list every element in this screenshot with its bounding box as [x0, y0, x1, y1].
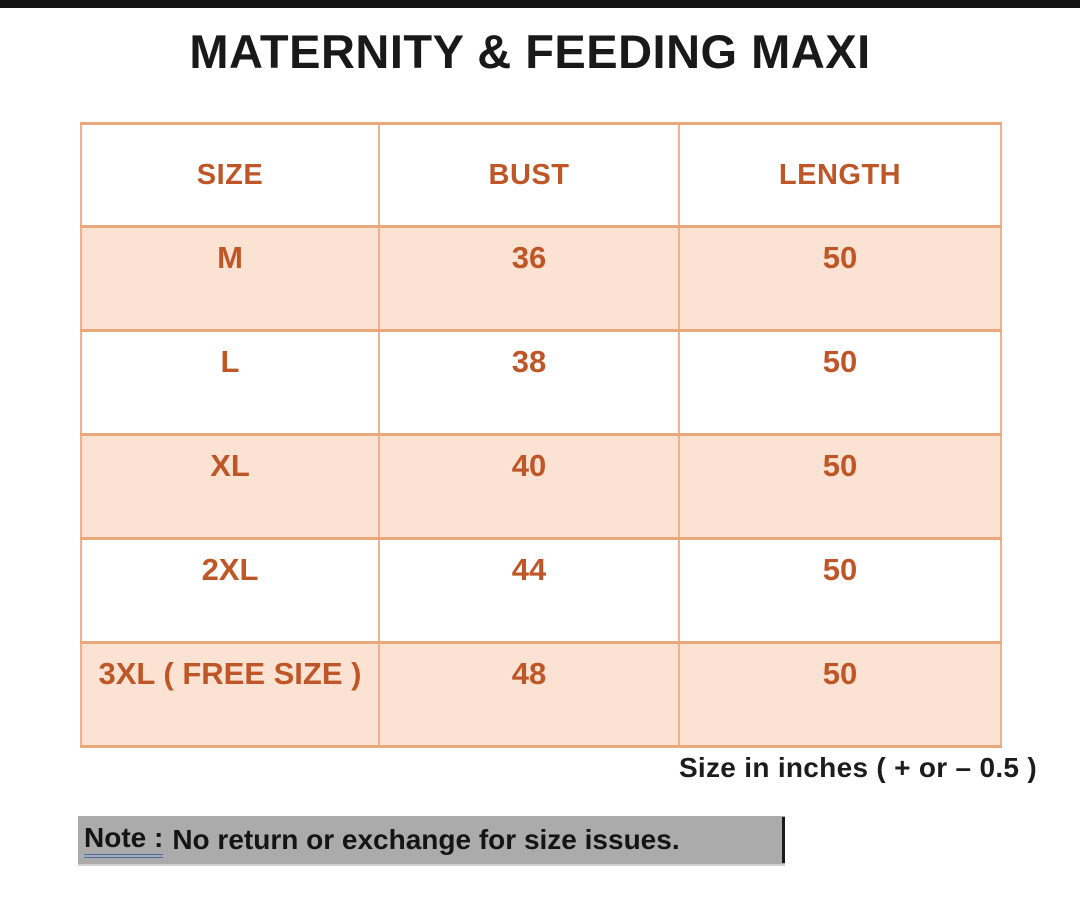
bust-cell: 44 [378, 537, 680, 644]
column-header-length: LENGTH [678, 122, 1002, 228]
length-cell: 50 [678, 537, 1002, 644]
table-header: SIZE BUST LENGTH [80, 122, 1002, 228]
table-body: M 36 50 L 38 50 XL 40 50 2XL 44 50 3XL (… [80, 225, 1002, 748]
size-cell: XL [80, 433, 380, 540]
length-cell: 50 [678, 329, 1002, 436]
column-header-bust: BUST [378, 122, 680, 228]
length-cell: 50 [678, 433, 1002, 540]
bust-cell: 38 [378, 329, 680, 436]
length-cell: 50 [678, 225, 1002, 332]
note-text: No return or exchange for size issues. [172, 824, 680, 855]
column-header-size: SIZE [80, 122, 380, 228]
text-cursor [782, 817, 785, 863]
units-note: Size in inches ( + or – 0.5 ) [678, 752, 1037, 783]
table-row: XL 40 50 [80, 433, 1002, 540]
header-row: SIZE BUST LENGTH [80, 122, 1002, 228]
length-cell: 50 [678, 641, 1002, 748]
size-cell: 2XL [80, 537, 380, 644]
size-cell: L [80, 329, 380, 436]
note-label: Note : [84, 822, 164, 858]
table-row: M 36 50 [80, 225, 1002, 332]
return-policy-note: Note : No return or exchange for size is… [78, 816, 785, 864]
table-row: 3XL ( FREE SIZE ) 48 50 [80, 641, 1002, 748]
table-row: L 38 50 [80, 329, 1002, 436]
size-chart-table: SIZE BUST LENGTH M 36 50 L 38 50 XL 40 5… [80, 122, 1002, 748]
size-cell: M [80, 225, 380, 332]
size-cell: 3XL ( FREE SIZE ) [80, 641, 380, 748]
table-row: 2XL 44 50 [80, 537, 1002, 644]
bust-cell: 40 [378, 433, 680, 540]
top-black-bar [0, 0, 1080, 8]
bust-cell: 48 [378, 641, 680, 748]
bust-cell: 36 [378, 225, 680, 332]
page-title: MATERNITY & FEEDING MAXI [189, 25, 871, 78]
